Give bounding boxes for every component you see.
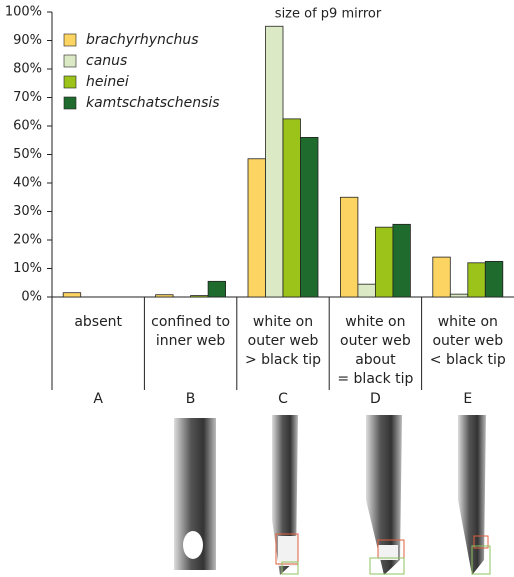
category-letter: B	[186, 391, 196, 407]
y-tick-label: 60%	[13, 119, 42, 134]
y-tick-label: 50%	[13, 147, 42, 162]
feather-e	[458, 415, 486, 575]
y-tick-label: 70%	[13, 90, 42, 105]
bar	[62, 292, 82, 298]
y-tick-label: 100%	[5, 5, 42, 20]
bar	[282, 118, 301, 298]
x-tick-label: inner web	[156, 333, 226, 349]
bar	[190, 295, 209, 298]
mirror-b	[183, 531, 203, 559]
box-green-c	[281, 561, 299, 575]
legend-label: kamtschatschensis	[86, 95, 220, 111]
y-tick-label: 80%	[13, 62, 42, 77]
y-tick-label: 90%	[13, 33, 42, 48]
x-tick-label: white on	[438, 314, 498, 330]
category-letter: C	[278, 391, 288, 407]
y-tick-label: 20%	[13, 233, 42, 248]
category-letter: A	[93, 391, 103, 407]
category-letter: D	[370, 391, 381, 407]
box-green-e	[471, 545, 491, 575]
y-tick-label: 40%	[13, 176, 42, 191]
box-red-e	[473, 535, 489, 549]
category-letter: E	[463, 391, 472, 407]
x-tick-label: = black tip	[337, 371, 413, 387]
bar	[392, 223, 411, 298]
x-tick-label: outer web	[340, 333, 411, 349]
legend-label: brachyrhynchus	[86, 32, 199, 48]
x-tick-label: outer web	[432, 333, 503, 349]
x-tick-label: white on	[253, 314, 313, 330]
x-tick-label: confined to	[151, 314, 230, 330]
y-tick-label: 10%	[13, 261, 42, 276]
bar	[265, 25, 284, 298]
chart-title: size of p9 mirror	[275, 7, 382, 22]
feather-d	[366, 415, 402, 575]
x-tick-label: > black tip	[245, 352, 321, 368]
bar	[449, 293, 469, 298]
bar	[155, 294, 174, 298]
bar	[467, 262, 486, 298]
bar	[300, 136, 319, 298]
x-tick-label: < black tip	[430, 352, 506, 368]
legend-label: canus	[86, 53, 127, 69]
legend-label: heinei	[86, 74, 129, 90]
bar	[207, 280, 227, 298]
bar	[484, 260, 504, 298]
x-tick-label: white on	[345, 314, 405, 330]
mirror-c	[278, 536, 298, 566]
legend-swatch	[63, 75, 77, 89]
bar	[247, 158, 266, 298]
box-green-d	[369, 557, 405, 575]
x-tick-label: about	[355, 352, 396, 368]
x-tick-label: absent	[74, 314, 122, 330]
bar	[374, 226, 394, 298]
feather-c	[272, 415, 298, 575]
legend-swatch	[63, 96, 77, 110]
box-red-c	[275, 533, 299, 565]
y-tick-label: 30%	[13, 204, 42, 219]
feather-images	[174, 415, 491, 575]
legend-swatch	[63, 54, 77, 68]
bar	[357, 283, 376, 298]
legend-swatch	[63, 33, 77, 47]
x-tick-label: outer web	[248, 333, 319, 349]
bar	[339, 196, 359, 298]
bar	[432, 256, 451, 298]
y-tick-label: 0%	[21, 290, 42, 305]
mirror-d	[378, 545, 398, 560]
